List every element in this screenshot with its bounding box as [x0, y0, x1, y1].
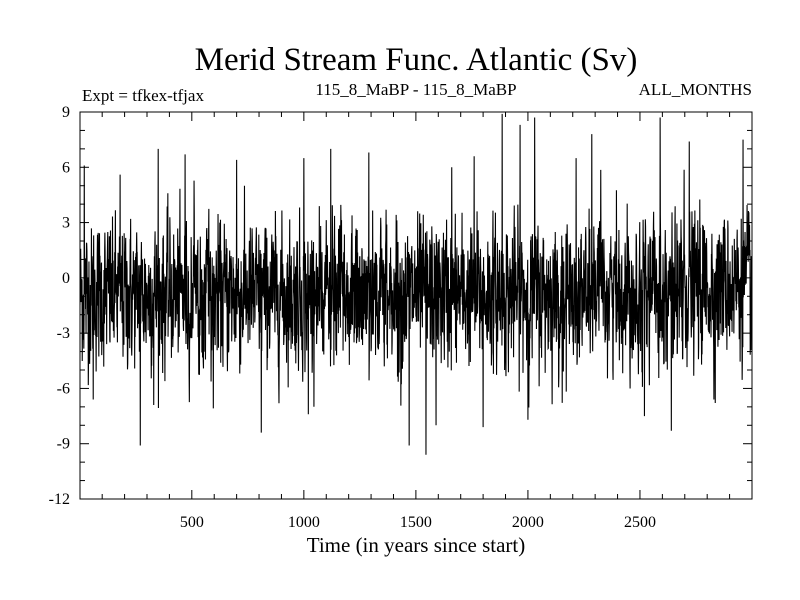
y-tick-label: -12 — [49, 491, 70, 508]
y-tick-label: -6 — [57, 380, 70, 397]
plot-area: 500 1000 1500 2000 2500 9 6 3 0 -3 -6 -9 -12 — [49, 104, 753, 531]
x-tick-label: 1000 — [288, 514, 320, 531]
y-tick-label: -3 — [57, 325, 70, 342]
x-tick-label: 2000 — [512, 514, 544, 531]
series-line — [80, 113, 752, 455]
y-tick-label: 3 — [62, 215, 70, 232]
months-label: ALL_MONTHS — [639, 80, 752, 99]
y-tick-label: 9 — [62, 104, 70, 121]
period-label: 115_8_MaBP - 115_8_MaBP — [315, 80, 516, 99]
x-tick-label: 1500 — [400, 514, 432, 531]
y-tick-label: 0 — [62, 270, 70, 287]
x-axis-label: Time (in years since start) — [307, 533, 526, 557]
y-tick-label: -9 — [57, 436, 70, 453]
chart-title: Merid Stream Func. Atlantic (Sv) — [195, 42, 638, 78]
y-tick-label: 6 — [62, 159, 70, 176]
x-tick-label: 2500 — [624, 514, 656, 531]
x-tick-label: 500 — [180, 514, 204, 531]
experiment-label: Expt = tfkex-tfjax — [82, 86, 204, 105]
